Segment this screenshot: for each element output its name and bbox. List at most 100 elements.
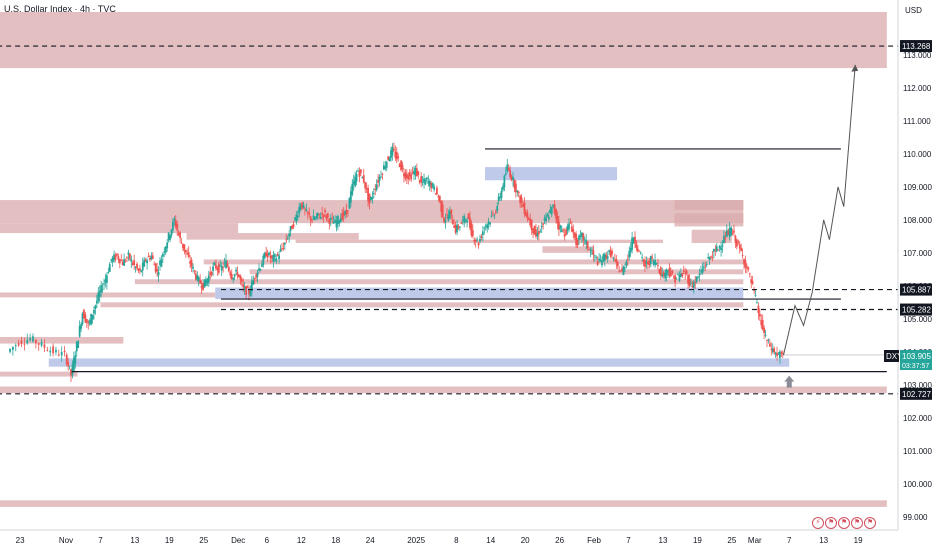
candle-body <box>144 259 147 261</box>
candle-body <box>756 302 758 304</box>
candle-body <box>717 249 720 251</box>
flag-icon[interactable]: ⚑ <box>864 517 876 529</box>
candle-body <box>283 242 286 245</box>
candle-body <box>84 314 87 323</box>
candle-body <box>635 243 638 249</box>
candle-body <box>299 205 302 210</box>
candle-body <box>510 176 513 180</box>
candle-body <box>259 269 262 271</box>
candle-body <box>245 286 247 295</box>
candle-body <box>275 258 278 262</box>
x-tick-label: Mar <box>748 536 762 545</box>
candle-body <box>348 197 351 209</box>
candle-body <box>392 148 395 151</box>
candle-body <box>306 211 309 214</box>
candle-body <box>108 264 111 272</box>
candle-body <box>189 261 192 264</box>
candle-body <box>329 218 332 221</box>
flag-icon[interactable]: ⚑ <box>838 517 850 529</box>
candle-body <box>461 219 464 221</box>
candle-body <box>471 230 474 237</box>
candle-body <box>408 172 411 176</box>
candle-body <box>654 259 656 266</box>
x-tick-label: 13 <box>130 536 139 545</box>
time-axis[interactable]: 23 Nov 7 13 19 25 Dec 6 12 18 24 2025 8 14 20 26 Feb 7 13 1… <box>0 529 898 545</box>
candle-body <box>570 226 573 232</box>
price-axis[interactable]: USD 113.000112.000111.000110.000109.0001… <box>897 0 932 530</box>
candle-body <box>249 290 252 296</box>
candle-body <box>130 259 133 262</box>
level-label: 113.268 <box>902 42 931 51</box>
candle-body <box>573 232 576 238</box>
candle-body <box>302 204 305 208</box>
candle-body <box>681 272 684 277</box>
candle-body <box>423 178 425 183</box>
x-tick-label: 18 <box>331 536 340 545</box>
candle-body <box>147 256 150 257</box>
candle-body <box>78 326 81 337</box>
x-tick-label: 24 <box>366 536 375 545</box>
candle-body <box>111 257 114 263</box>
candle-body <box>675 278 678 280</box>
y-tick-label: 109.000 <box>903 183 932 192</box>
candle-body <box>466 220 468 223</box>
candle-body <box>305 209 308 211</box>
candle-body <box>256 272 259 277</box>
candle-body <box>460 223 463 224</box>
supply-zone <box>674 200 744 210</box>
candle-body <box>476 239 479 241</box>
candle-body <box>347 210 349 212</box>
y-tick-label: 113.000 <box>903 51 932 60</box>
candle-body <box>67 362 70 366</box>
candle-body <box>469 217 471 228</box>
candle-body <box>375 184 378 190</box>
candle-body <box>723 235 725 244</box>
candle-body <box>579 234 582 237</box>
candle-body <box>777 354 780 355</box>
candle-body <box>734 235 737 243</box>
candle-body <box>562 229 565 231</box>
candle-body <box>438 195 441 202</box>
candle-body <box>479 238 481 242</box>
flash-icon[interactable]: ⚡ <box>812 517 824 529</box>
candle-body <box>776 352 778 357</box>
candle-body <box>556 216 559 223</box>
candle-body <box>98 290 101 297</box>
level-label: 105.887 <box>902 286 931 295</box>
candle-body <box>316 212 319 217</box>
candle-body <box>309 216 312 221</box>
candle-body <box>71 364 74 376</box>
candle-body <box>563 233 566 237</box>
candle-body <box>436 187 438 195</box>
candle-body <box>105 275 108 283</box>
candle-body <box>410 174 413 180</box>
candle-body <box>295 214 298 222</box>
candle-body <box>40 342 43 346</box>
candle-body <box>536 233 539 237</box>
candle-body <box>193 270 196 272</box>
supply-zone <box>249 269 744 275</box>
candle-body <box>781 353 784 355</box>
candle-body <box>720 247 722 251</box>
candle-body <box>606 256 609 259</box>
ticker-symbol: DXY <box>886 352 903 361</box>
candle-body <box>146 259 148 264</box>
level-label: 102.727 <box>902 390 931 399</box>
candle-body <box>124 260 127 262</box>
candle-body <box>687 275 689 284</box>
candle-body <box>401 164 404 170</box>
candle-body <box>400 160 402 171</box>
candle-body <box>126 257 128 259</box>
candle-body <box>391 146 394 156</box>
candle-body <box>737 241 740 243</box>
candle-body <box>496 205 499 212</box>
candle-body <box>489 222 491 225</box>
x-tick-label: 7 <box>98 536 103 545</box>
candle-body <box>440 200 443 212</box>
candle-body <box>753 290 755 291</box>
flag-icon[interactable]: ⚑ <box>851 517 863 529</box>
candle-body <box>522 204 524 208</box>
flag-icon[interactable]: ⚑ <box>825 517 837 529</box>
